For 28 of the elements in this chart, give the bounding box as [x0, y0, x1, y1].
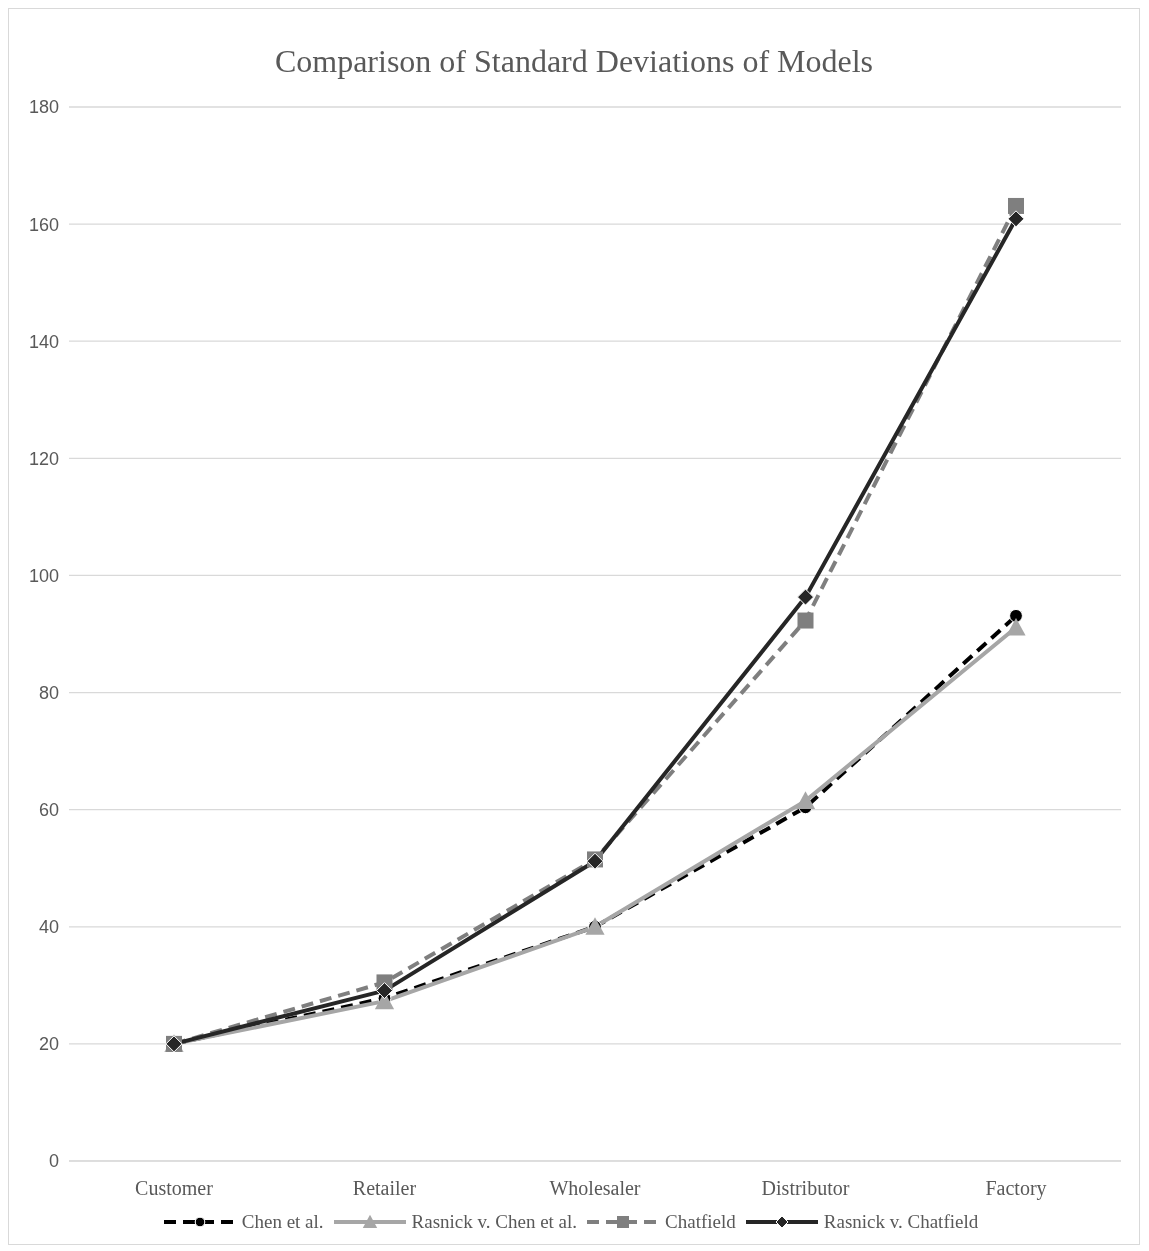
y-tick-label: 180 — [28, 97, 59, 118]
point — [795, 791, 816, 809]
x-tick-label: Distributor — [761, 1177, 850, 1200]
point — [1006, 617, 1026, 636]
point — [797, 612, 814, 629]
y-tick-label: 120 — [28, 448, 59, 469]
point — [1008, 197, 1024, 214]
x-tick-label: Customer — [135, 1177, 214, 1200]
point — [1007, 210, 1025, 228]
legend-label: Chen et al. — [241, 1211, 324, 1233]
x-tick-label: Wholesaler — [549, 1177, 641, 1200]
point — [797, 588, 814, 606]
y-tick-label: 80 — [38, 682, 59, 703]
y-tick-label: 140 — [28, 331, 59, 352]
x-tick-label: Retailer — [352, 1177, 417, 1200]
y-tick-label: 20 — [38, 1034, 59, 1055]
point — [376, 982, 393, 1000]
legend-label: Chatfield — [665, 1211, 736, 1233]
y-tick-label: 160 — [28, 214, 59, 235]
y-tick-label: 40 — [38, 917, 59, 938]
chart-title: Comparison of Standard Deviations of Models — [273, 43, 875, 81]
y-tick-label: 0 — [48, 1151, 59, 1172]
legend-label: Rasnick v. Chen et al. — [411, 1211, 578, 1233]
x-tick-label: Factory — [985, 1177, 1047, 1201]
point — [1009, 608, 1023, 623]
y-tick-label: 100 — [28, 565, 59, 586]
y-tick-label: 60 — [38, 800, 59, 821]
legend-label: Rasnick v. Chatfield — [823, 1211, 979, 1233]
